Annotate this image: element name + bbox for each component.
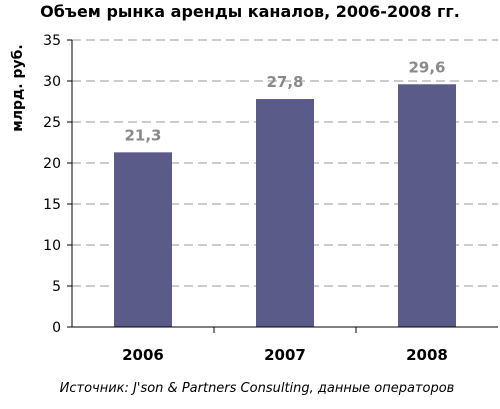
x-tick-label-2007: 2007 — [264, 346, 306, 364]
x-tick-label-2006: 2006 — [122, 346, 164, 364]
bar-2007 — [256, 99, 314, 327]
y-tick-label: 0 — [52, 320, 61, 336]
y-axis-label: млрд. руб. — [10, 44, 26, 131]
y-tick-label: 30 — [43, 74, 61, 90]
x-tick-labels: 2006 2007 2008 — [122, 327, 448, 364]
source-note: Источник: J'son & Partners Consulting, д… — [60, 381, 455, 396]
y-tick-label: 10 — [43, 238, 61, 254]
data-label-2007: 27,8 — [266, 73, 303, 91]
bar-2008 — [398, 84, 456, 327]
bar-2006 — [114, 152, 172, 327]
y-tick-label: 20 — [43, 156, 61, 172]
y-tick-label: 15 — [43, 197, 61, 213]
y-tick-label: 35 — [43, 33, 61, 49]
y-tick-label: 5 — [52, 279, 61, 295]
data-label-2006: 21,3 — [124, 126, 161, 144]
y-tick-label: 25 — [43, 115, 61, 131]
x-tick-label-2008: 2008 — [406, 346, 448, 364]
chart-title: Объем рынка аренды каналов, 2006-2008 гг… — [40, 2, 460, 21]
bars — [114, 84, 456, 327]
y-tick-labels: 0 5 10 15 20 25 30 35 — [43, 33, 72, 336]
data-labels: 21,3 27,8 29,6 — [124, 58, 445, 144]
data-label-2008: 29,6 — [408, 58, 445, 76]
